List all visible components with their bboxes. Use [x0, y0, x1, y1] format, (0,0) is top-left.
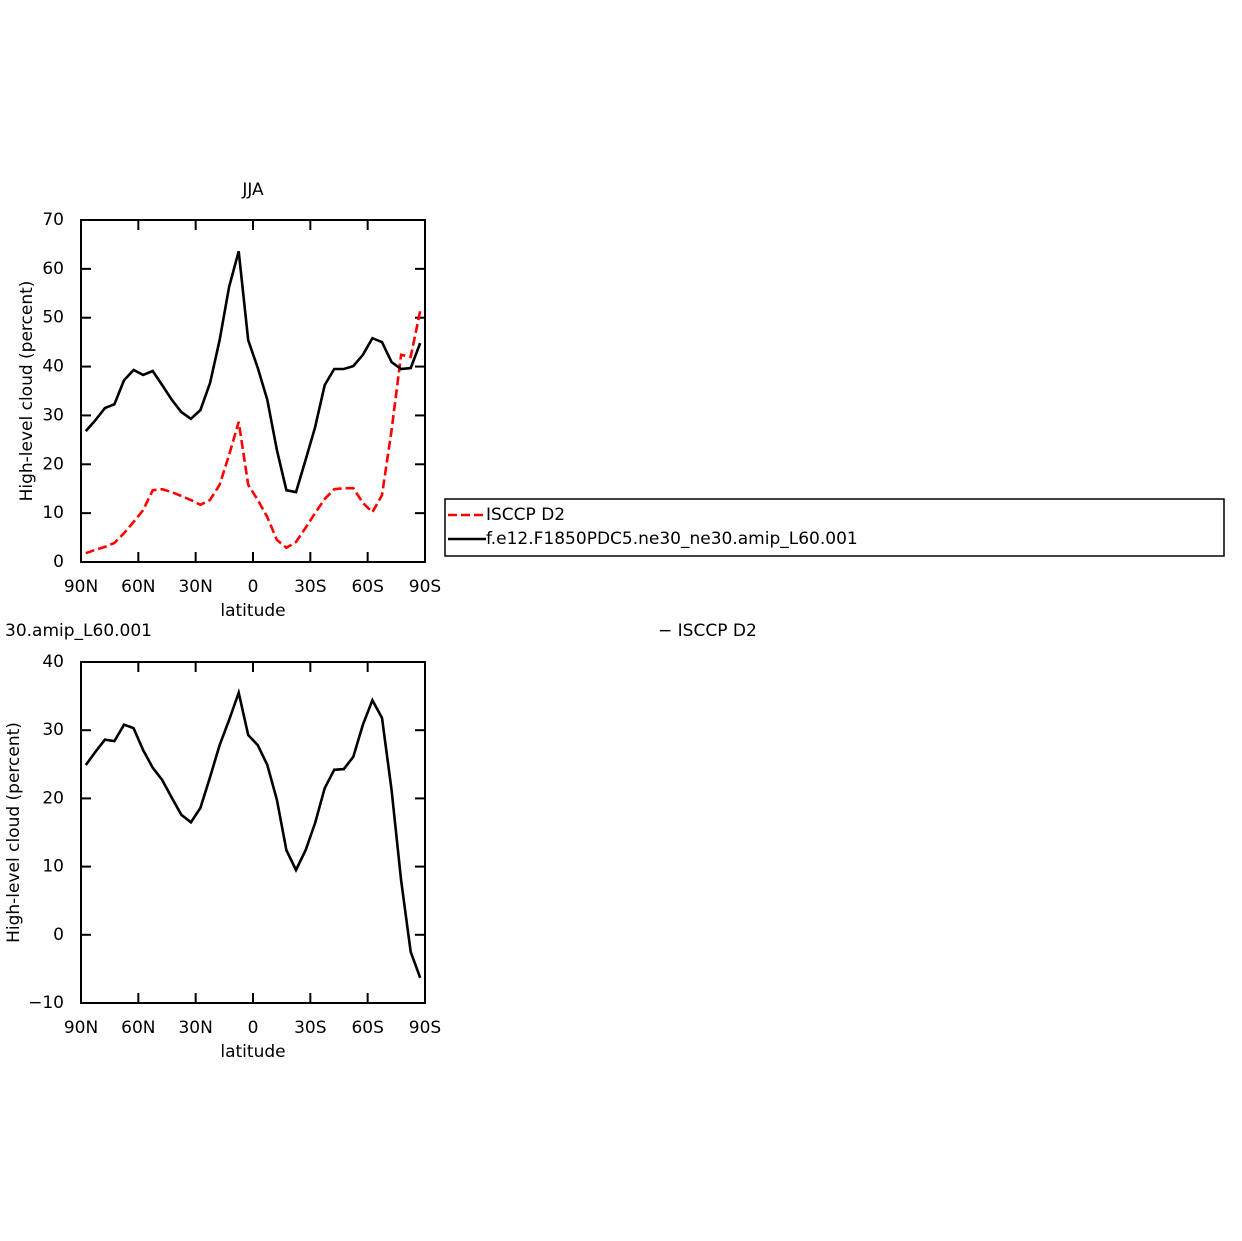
x-axis-label: latitude [220, 601, 285, 621]
y-tick-label: 20 [42, 788, 64, 808]
y-tick-label: 30 [42, 405, 64, 425]
x-tick-label: 30S [294, 577, 326, 597]
y-tick-label: 30 [42, 720, 64, 740]
x-tick-label: 60S [351, 1018, 383, 1038]
data-line [84, 250, 422, 494]
x-tick-label: 60N [121, 577, 155, 597]
y-tick-label: −10 [28, 993, 64, 1013]
y-tick-label: 0 [53, 925, 64, 945]
legend-label: f.e12.F1850PDC5.ne30_ne30.amip_L60.001 [486, 529, 858, 549]
x-tick-label: 30S [294, 1018, 326, 1038]
x-tick-label: 60S [351, 577, 383, 597]
x-axis-label: latitude [220, 1042, 285, 1062]
x-tick-label: 30N [178, 1018, 212, 1038]
y-tick-label: 20 [42, 454, 64, 474]
chart: −10 0 10 20 30 40 90N 60N 30N 0 30S 60S 90S latitude H… [4, 621, 757, 1062]
y-tick-label: 40 [42, 357, 64, 377]
plot-frame [80, 661, 426, 1004]
chart-title: 30.amip_L60.001 [5, 621, 152, 641]
x-tick-label: 30N [178, 577, 212, 597]
data-line [84, 687, 422, 979]
y-tick-label: 50 [42, 308, 64, 328]
x-tick-label: 90N [64, 1018, 98, 1038]
y-axis-label: High-level cloud (percent) [17, 281, 37, 502]
x-tick-label: 0 [248, 577, 259, 597]
chart-title: JJA [241, 180, 264, 200]
x-tick-label: 90N [64, 577, 98, 597]
x-tick-label: 0 [248, 1018, 259, 1038]
x-tick-label: 60N [121, 1018, 155, 1038]
y-tick-label: 60 [42, 259, 64, 279]
y-tick-label: 40 [42, 652, 64, 672]
y-tick-label: 0 [53, 552, 64, 572]
y-tick-label: 10 [42, 857, 64, 877]
y-axis-label: High-level cloud (percent) [4, 722, 24, 943]
y-tick-label: 10 [42, 503, 64, 523]
data-line [85, 310, 422, 555]
chart-title-right: − ISCCP D2 [658, 621, 757, 641]
legend-box [444, 498, 1225, 557]
x-tick-label: 90S [409, 577, 441, 597]
y-tick-label: 70 [42, 210, 64, 230]
chart: 0 10 20 30 40 50 60 70 90N 60N 30N 0 30S 60S 90S latitu… [17, 180, 1225, 621]
x-tick-label: 90S [409, 1018, 441, 1038]
legend-label: ISCCP D2 [486, 505, 565, 525]
